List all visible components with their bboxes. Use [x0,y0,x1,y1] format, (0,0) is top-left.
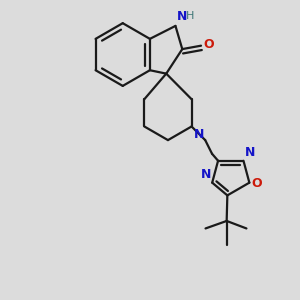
Text: N: N [245,146,255,159]
Text: N: N [200,168,211,181]
Text: N: N [177,10,188,23]
Text: N: N [194,128,204,141]
Text: O: O [204,38,214,52]
Text: O: O [251,177,262,190]
Text: H: H [186,11,194,21]
